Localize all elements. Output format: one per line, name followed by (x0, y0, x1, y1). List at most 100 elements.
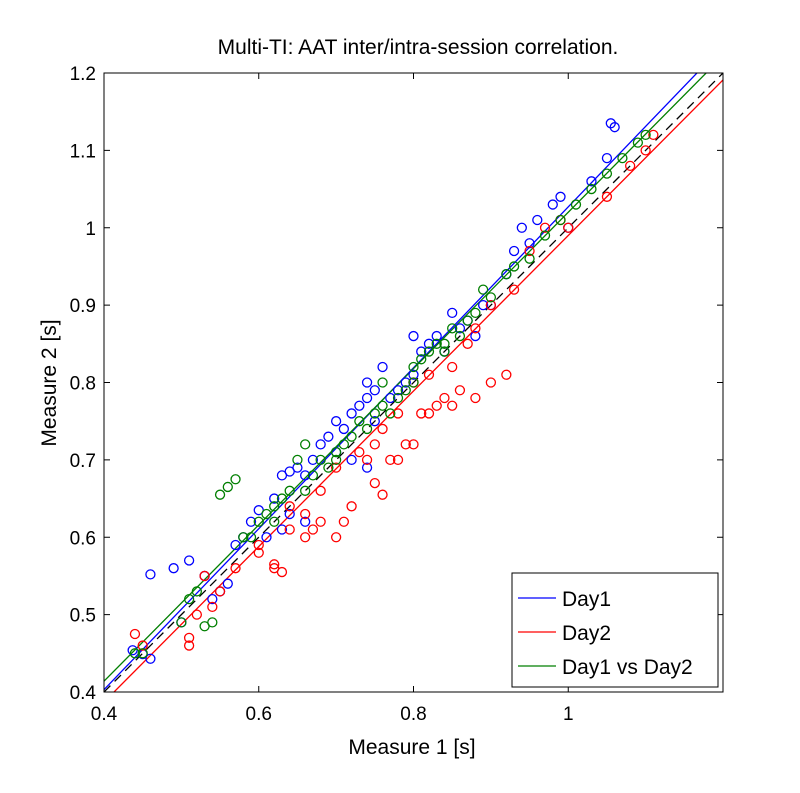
legend-box (511, 572, 719, 688)
data-point-series-0 (385, 392, 396, 404)
data-point-series-2 (222, 481, 233, 493)
data-point-series-0 (416, 346, 427, 357)
data-point-series-0 (408, 369, 419, 380)
data-point-series-0 (377, 361, 388, 373)
data-point-series-0 (423, 338, 435, 349)
data-point-series-2 (253, 516, 264, 527)
data-point-series-0 (276, 470, 288, 481)
data-points-layer (127, 118, 659, 664)
data-point-series-0 (284, 508, 295, 520)
data-point-series-0 (454, 323, 466, 334)
data-point-series-2 (392, 392, 404, 404)
data-point-series-1 (539, 222, 551, 233)
data-point-series-1 (284, 524, 295, 535)
data-point-series-1 (392, 408, 404, 419)
y-tick-label: 0.7 (70, 451, 96, 472)
data-point-series-1 (315, 516, 326, 527)
data-point-series-1 (369, 439, 380, 450)
data-point-series-1 (346, 501, 357, 512)
data-point-series-1 (508, 284, 520, 295)
data-point-series-1 (253, 539, 264, 551)
legend-label-day2: Day2 (562, 622, 611, 645)
data-point-series-1 (640, 145, 651, 156)
data-point-series-1 (385, 454, 396, 466)
y-tick-label: 1.2 (70, 64, 96, 85)
data-point-series-0 (586, 176, 597, 187)
data-point-series-0 (369, 416, 380, 427)
data-point-series-0 (601, 152, 613, 164)
data-point-series-2 (501, 269, 512, 280)
data-point-series-0 (477, 299, 489, 311)
data-point-series-2 (454, 330, 466, 342)
fit-line-series-1 (113, 79, 723, 692)
data-point-series-0 (361, 377, 373, 388)
data-point-series-2 (462, 315, 473, 326)
data-point-series-0 (431, 330, 442, 342)
data-point-series-1 (361, 454, 373, 466)
x-tick-label: 0.4 (91, 704, 118, 725)
data-point-series-2 (369, 408, 380, 419)
data-point-series-1 (307, 524, 319, 535)
data-point-series-1 (230, 563, 241, 574)
data-point-series-0 (470, 330, 481, 342)
data-point-series-2 (508, 261, 520, 272)
data-point-series-2 (555, 214, 566, 226)
data-point-series-1 (338, 516, 350, 527)
data-point-series-0 (555, 191, 566, 202)
data-point-series-1 (183, 632, 195, 643)
data-point-series-2 (300, 439, 311, 450)
data-point-series-2 (632, 137, 644, 148)
data-point-series-2 (617, 152, 628, 164)
data-point-series-1 (129, 628, 141, 640)
data-point-series-0 (547, 199, 558, 210)
y-tick-label: 1 (85, 219, 96, 240)
fit-line-series-2 (104, 73, 708, 682)
data-point-series-1 (300, 532, 311, 543)
y-axis-title: Measure 2 [s] (38, 319, 61, 446)
data-point-series-0 (447, 307, 458, 319)
data-point-series-2 (330, 446, 342, 458)
data-point-series-0 (315, 439, 326, 450)
data-point-series-1 (470, 323, 481, 334)
data-point-series-1 (269, 559, 280, 570)
data-point-series-2 (284, 485, 295, 496)
data-point-series-2 (431, 338, 442, 349)
axes-frame (103, 72, 724, 693)
y-tick-label: 0.4 (70, 683, 97, 704)
data-point-series-1 (524, 245, 535, 257)
data-point-series-1 (462, 338, 473, 349)
data-point-series-2 (423, 346, 435, 357)
data-point-series-2 (640, 129, 651, 141)
data-point-series-1 (137, 640, 148, 651)
data-point-series-2 (477, 284, 489, 295)
data-point-series-2 (524, 253, 535, 264)
data-point-series-2 (439, 346, 450, 357)
legend-label-day1-vs-day2: Day1 vs Day2 (562, 656, 693, 679)
data-point-series-0 (145, 569, 156, 580)
data-point-series-2 (338, 439, 350, 450)
data-point-series-0 (400, 377, 411, 388)
data-point-series-0 (369, 385, 380, 396)
data-point-series-2 (377, 377, 388, 388)
data-point-series-2 (276, 493, 288, 504)
data-point-series-2 (439, 338, 450, 349)
data-point-series-0 (230, 539, 241, 551)
data-point-series-2 (570, 199, 582, 210)
data-point-series-0 (408, 330, 419, 342)
data-point-series-0 (269, 493, 280, 504)
data-point-series-1 (648, 129, 659, 141)
data-point-series-1 (501, 369, 512, 380)
data-point-series-2 (330, 454, 342, 466)
data-point-series-2 (323, 462, 334, 473)
data-point-series-0 (346, 408, 357, 419)
x-tick-label: 1 (563, 704, 574, 725)
data-point-series-1 (369, 477, 380, 489)
data-point-series-2 (269, 501, 280, 512)
data-point-series-0 (361, 392, 373, 404)
data-point-series-2 (408, 377, 419, 388)
data-point-series-2 (400, 385, 411, 396)
data-point-series-2 (377, 400, 388, 411)
data-point-series-0 (524, 238, 535, 249)
data-point-series-2 (539, 230, 551, 241)
